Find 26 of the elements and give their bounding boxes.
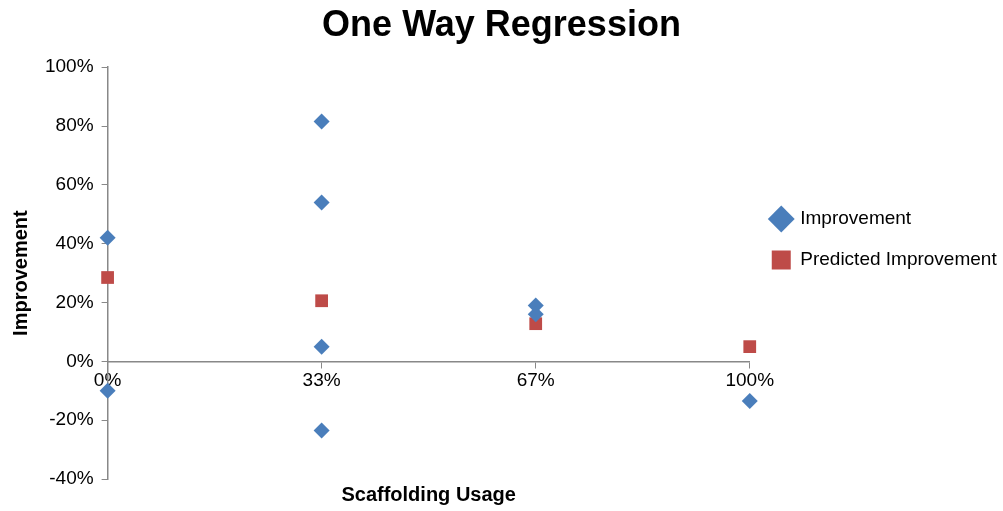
x-tick-label: 33%: [302, 368, 341, 390]
chart-title: One Way Regression: [322, 2, 681, 44]
y-tick-label: 60%: [55, 173, 94, 195]
x-tick-label: 0%: [93, 368, 122, 390]
y-tick-label: 40%: [55, 231, 94, 253]
legend-label: Improvement: [800, 207, 912, 229]
y-tick-label: -20%: [49, 408, 94, 430]
point: [315, 294, 328, 308]
point: [313, 113, 330, 130]
point: [99, 229, 116, 246]
point: [313, 194, 330, 211]
x-tick-label: 100%: [725, 368, 775, 390]
point: [741, 393, 758, 410]
y-axis-title: Improvement: [8, 209, 31, 336]
point: [313, 338, 330, 355]
y-tick-label: 20%: [55, 290, 94, 312]
y-tick-label: 0%: [66, 349, 94, 371]
legend-label: Predicted Improvement: [800, 248, 998, 270]
point: [101, 271, 114, 284]
y-tick-label: -40%: [49, 467, 94, 489]
point: [313, 422, 330, 439]
x-tick-label: 67%: [516, 368, 555, 390]
point: [743, 340, 757, 353]
x-axis-title: Scaffolding Usage: [341, 482, 516, 505]
y-tick-label: 80%: [55, 114, 94, 136]
y-tick-label: 100%: [44, 55, 94, 77]
